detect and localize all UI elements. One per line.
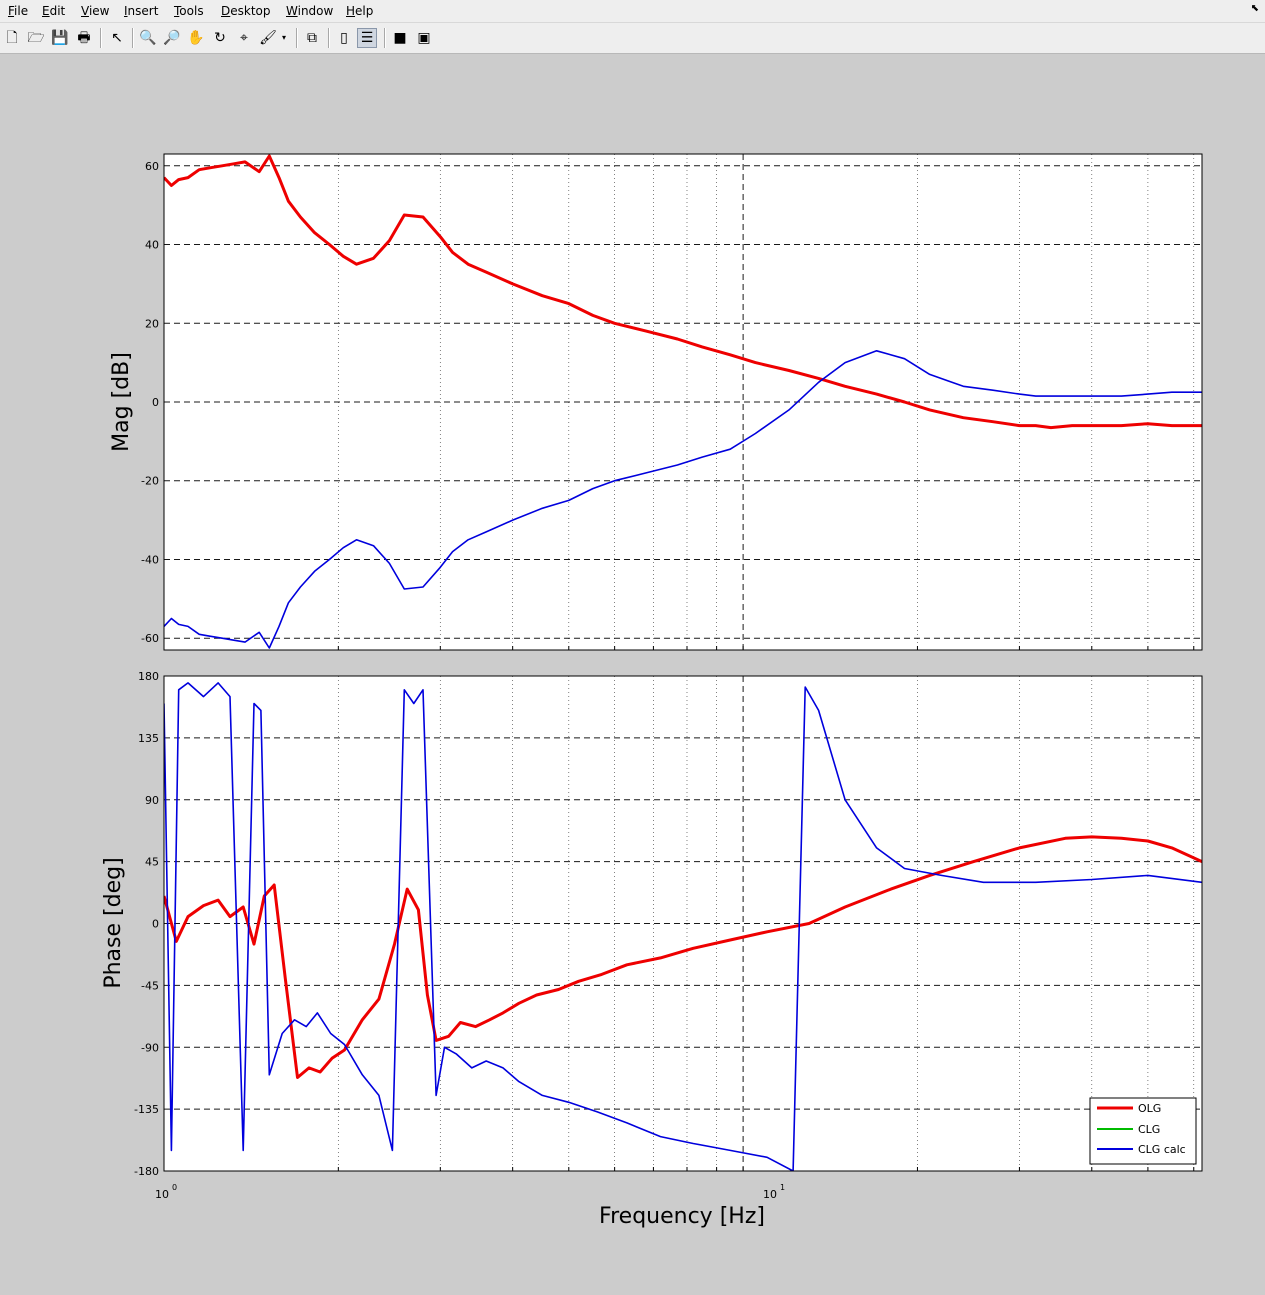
legend-label-clg: CLG: [1138, 1123, 1160, 1136]
figure-toolbar: 🗋 🗁 💾 🖶 ↖ 🔍 🔎 ✋ ↻ ⌖ 🖌 ▾ ⧉ ▯ ☰ ■ ▣: [0, 23, 1265, 54]
menu-file[interactable]: File: [8, 4, 29, 18]
menu-insert[interactable]: Insert: [124, 4, 159, 18]
phase-y-tick-label: -180: [134, 1165, 159, 1178]
mag-series-clg-calc[interactable]: [164, 349, 1202, 649]
dock-arrow-icon[interactable]: ⬉: [1250, 3, 1259, 14]
link-plot-icon[interactable]: ⧉: [307, 30, 317, 46]
toolbar-separator: [328, 28, 330, 48]
new-figure-icon[interactable]: 🗋: [6, 30, 18, 46]
menu-window[interactable]: Window: [286, 4, 334, 18]
pan-hand-icon[interactable]: ✋: [187, 30, 205, 46]
mag-y-tick-label: -40: [141, 553, 159, 566]
phase-series-olg[interactable]: [164, 835, 1202, 1079]
phase-y-label: Phase [deg]: [101, 857, 126, 988]
menu-help[interactable]: Help: [346, 4, 374, 18]
phase-tick-labels: -180 -135 -90 -45 0 45 90 135 180: [134, 670, 159, 1178]
phase-y-tick-label: 90: [145, 794, 159, 807]
open-file-icon[interactable]: 🗁: [27, 30, 45, 46]
toolbar-separator: [384, 28, 386, 48]
rotate-3d-icon[interactable]: ↻: [214, 30, 226, 46]
phase-y-tick-label: -135: [134, 1103, 159, 1116]
menu-bar: File Edit View Insert Tools Desktop Wind…: [0, 0, 1265, 23]
legend[interactable]: OLG CLG CLG calc: [1089, 1097, 1197, 1165]
phase-series-clg-calc[interactable]: [164, 682, 1202, 1171]
x-tick-exponent-10: 1: [780, 1183, 785, 1192]
menu-edit[interactable]: Edit: [42, 4, 66, 18]
print-icon[interactable]: 🖶: [77, 30, 91, 46]
toolbar-separator: [296, 28, 298, 48]
phase-y-tick-label: 135: [138, 732, 159, 745]
hide-plot-tools-icon[interactable]: ■: [393, 30, 407, 46]
mag-y-tick-label: 20: [145, 317, 159, 330]
legend-label-olg: OLG: [1138, 1102, 1161, 1115]
figure-canvas: -60 -40 -20 0 20 40 60 -180 -135 -90 -45 0 45 90 135 1…: [101, 153, 1203, 1229]
phase-grid: [164, 676, 1202, 1171]
mag-tick-labels: -60 -40 -20 0 20 40 60: [141, 160, 159, 645]
mag-series-olg[interactable]: [164, 154, 1202, 430]
mag-plot[interactable]: [164, 154, 1202, 649]
brush-menu-icon[interactable]: ▾: [281, 33, 286, 42]
menu-view[interactable]: View: [81, 4, 110, 18]
phase-y-tick-label: -45: [141, 979, 159, 992]
toolbar-separator: [132, 28, 134, 48]
mag-y-tick-label: 40: [145, 239, 159, 252]
mag-y-tick-label: 0: [152, 396, 159, 409]
zoom-out-icon[interactable]: 🔎: [163, 30, 181, 46]
x-tick-exponent-1: 0: [172, 1183, 177, 1192]
mag-grid: [164, 154, 1202, 650]
data-cursor-icon[interactable]: ⌖: [240, 30, 248, 46]
menu-tools[interactable]: Tools: [174, 4, 204, 18]
mag-y-tick-label: 60: [145, 160, 159, 173]
legend-icon[interactable]: ☰: [357, 28, 377, 48]
phase-y-tick-label: 180: [138, 670, 159, 683]
phase-y-tick-label: 45: [145, 856, 159, 869]
toolbar-separator: [100, 28, 102, 48]
phase-plot[interactable]: [164, 682, 1202, 1171]
mag-axes-frame: [163, 153, 1203, 651]
legend-label-clg-calc: CLG calc: [1138, 1143, 1186, 1156]
mag-y-tick-label: -60: [141, 632, 159, 645]
x-axis-label: Frequency [Hz]: [599, 1204, 765, 1229]
mag-y-label: Mag [dB]: [109, 352, 134, 452]
zoom-in-icon[interactable]: 🔍: [139, 30, 157, 46]
x-tick-label-10: 10: [763, 1188, 777, 1201]
colorbar-icon[interactable]: ▯: [340, 30, 348, 46]
x-tick-label-1: 10: [155, 1188, 169, 1201]
phase-y-tick-label: 0: [152, 918, 159, 931]
phase-y-tick-label: -90: [141, 1041, 159, 1054]
menu-desktop[interactable]: Desktop: [221, 4, 271, 18]
save-icon[interactable]: 💾: [51, 30, 69, 46]
brush-icon[interactable]: 🖌: [259, 30, 277, 46]
phase-axes-frame: [163, 675, 1203, 1172]
mag-y-tick-label: -20: [141, 475, 159, 488]
select-arrow-icon[interactable]: ↖: [111, 30, 123, 46]
show-plot-tools-icon[interactable]: ▣: [417, 30, 431, 46]
